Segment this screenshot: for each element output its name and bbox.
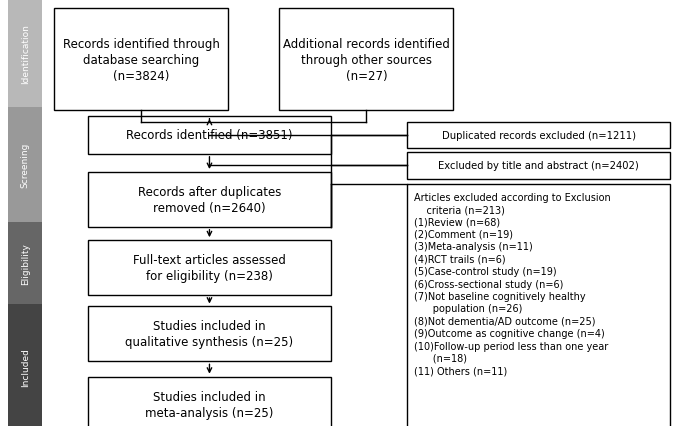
Text: Eligibility: Eligibility xyxy=(21,242,29,284)
FancyBboxPatch shape xyxy=(8,304,42,426)
Text: Identification: Identification xyxy=(21,24,29,84)
FancyBboxPatch shape xyxy=(8,107,42,223)
Text: Studies included in
qualitative synthesis (n=25): Studies included in qualitative synthesi… xyxy=(125,320,294,348)
FancyBboxPatch shape xyxy=(8,223,42,304)
FancyBboxPatch shape xyxy=(88,117,331,155)
Text: Included: Included xyxy=(21,347,29,386)
Text: Screening: Screening xyxy=(21,142,29,187)
FancyBboxPatch shape xyxy=(88,307,331,362)
FancyBboxPatch shape xyxy=(88,241,331,295)
Text: Records after duplicates
removed (n=2640): Records after duplicates removed (n=2640… xyxy=(138,185,281,214)
Text: Excluded by title and abstract (n=2402): Excluded by title and abstract (n=2402) xyxy=(438,161,639,171)
FancyBboxPatch shape xyxy=(88,173,331,227)
Text: Full-text articles assessed
for eligibility (n=238): Full-text articles assessed for eligibil… xyxy=(133,253,286,282)
FancyBboxPatch shape xyxy=(88,377,331,426)
FancyBboxPatch shape xyxy=(408,185,670,426)
FancyBboxPatch shape xyxy=(408,122,670,149)
Text: Articles excluded according to Exclusion
    criteria (n=213)
(1)Review (n=68)
(: Articles excluded according to Exclusion… xyxy=(414,193,611,375)
FancyBboxPatch shape xyxy=(279,9,453,111)
FancyBboxPatch shape xyxy=(8,1,42,107)
Text: Additional records identified
through other sources
(n=27): Additional records identified through ot… xyxy=(283,37,450,83)
Text: Studies included in
meta-analysis (n=25): Studies included in meta-analysis (n=25) xyxy=(145,390,273,419)
Text: Records identified (n=3851): Records identified (n=3851) xyxy=(126,129,292,142)
Text: Duplicated records excluded (n=1211): Duplicated records excluded (n=1211) xyxy=(442,131,636,141)
FancyBboxPatch shape xyxy=(54,9,228,111)
Text: Records identified through
database searching
(n=3824): Records identified through database sear… xyxy=(63,37,220,83)
FancyBboxPatch shape xyxy=(408,153,670,179)
